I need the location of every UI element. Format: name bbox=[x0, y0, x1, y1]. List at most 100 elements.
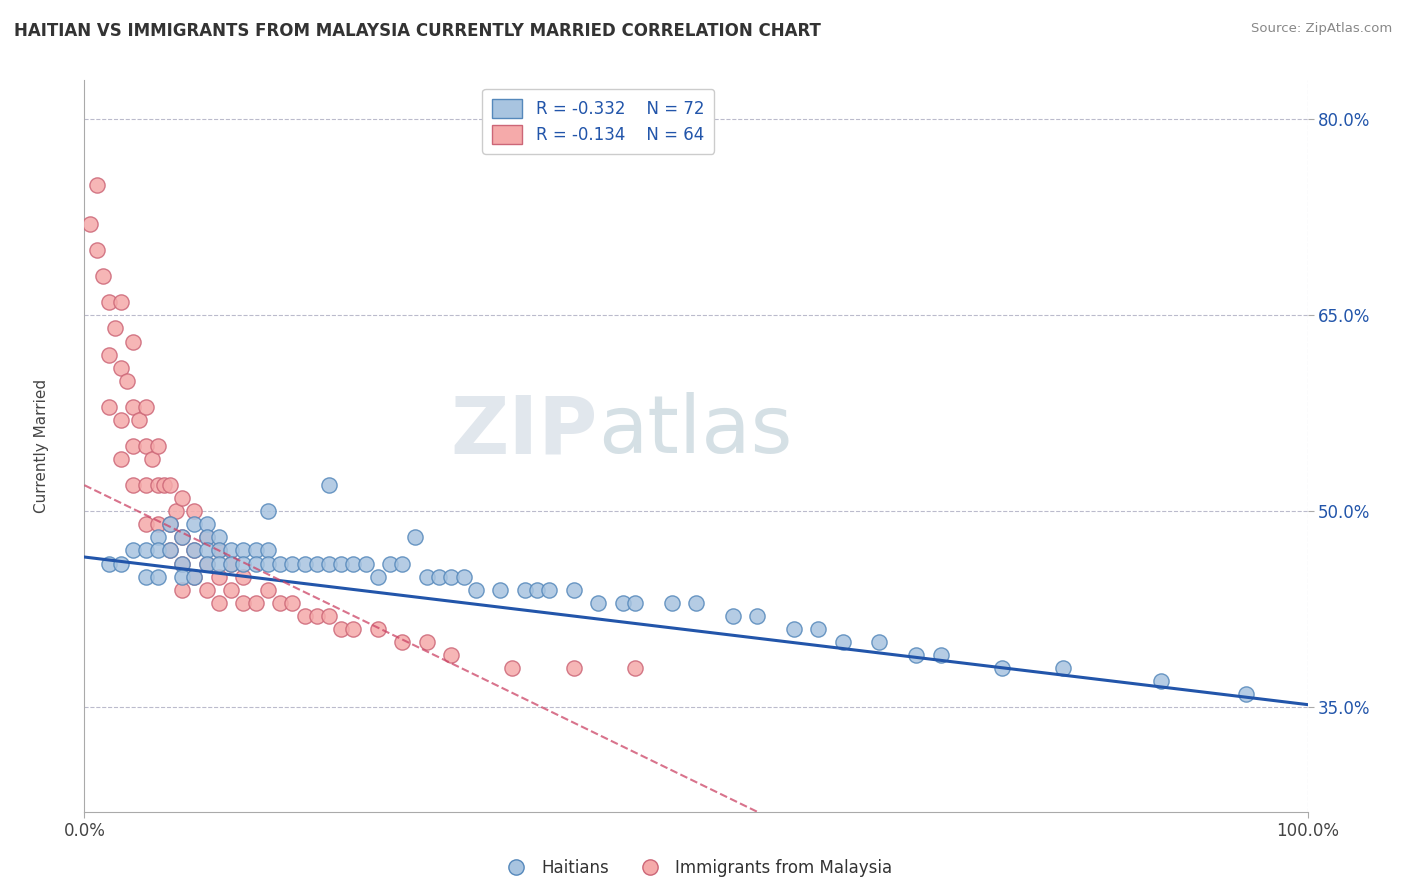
Point bbox=[122, 400, 145, 414]
Point bbox=[416, 569, 439, 583]
Point bbox=[208, 596, 231, 610]
Point bbox=[195, 517, 218, 532]
Point bbox=[269, 596, 291, 610]
Point bbox=[294, 608, 316, 623]
Point bbox=[195, 543, 218, 558]
Point bbox=[245, 543, 267, 558]
Point bbox=[562, 661, 585, 675]
Point bbox=[110, 557, 132, 571]
Point bbox=[513, 582, 536, 597]
Point bbox=[404, 530, 426, 544]
Point bbox=[562, 582, 585, 597]
Text: Source: ZipAtlas.com: Source: ZipAtlas.com bbox=[1251, 22, 1392, 36]
Point bbox=[1150, 674, 1173, 689]
Point bbox=[219, 557, 242, 571]
Point bbox=[990, 661, 1012, 675]
Point bbox=[245, 596, 267, 610]
Point bbox=[721, 608, 744, 623]
Point bbox=[86, 243, 108, 257]
Point bbox=[257, 582, 280, 597]
Point bbox=[183, 517, 205, 532]
Point bbox=[281, 557, 304, 571]
Point bbox=[440, 648, 463, 662]
Point bbox=[135, 400, 157, 414]
Point bbox=[440, 569, 463, 583]
Point bbox=[97, 557, 120, 571]
Point bbox=[159, 517, 181, 532]
Point bbox=[146, 569, 169, 583]
Point bbox=[245, 557, 267, 571]
Point bbox=[538, 582, 561, 597]
Point bbox=[294, 557, 316, 571]
Point bbox=[232, 557, 254, 571]
Point bbox=[195, 530, 218, 544]
Point bbox=[464, 582, 486, 597]
Point bbox=[526, 582, 548, 597]
Point bbox=[110, 452, 132, 467]
Point bbox=[624, 596, 647, 610]
Point bbox=[159, 478, 181, 492]
Point bbox=[122, 543, 145, 558]
Point bbox=[115, 374, 138, 388]
Point bbox=[110, 413, 132, 427]
Point bbox=[195, 530, 218, 544]
Text: Currently Married: Currently Married bbox=[34, 379, 49, 513]
Point bbox=[305, 557, 328, 571]
Point bbox=[146, 543, 169, 558]
Point bbox=[869, 635, 891, 649]
Point bbox=[91, 269, 114, 284]
Point bbox=[208, 557, 231, 571]
Point bbox=[367, 569, 389, 583]
Point bbox=[391, 557, 413, 571]
Point bbox=[172, 491, 194, 506]
Point bbox=[183, 504, 205, 518]
Point bbox=[929, 648, 952, 662]
Point bbox=[219, 582, 242, 597]
Point bbox=[783, 622, 806, 636]
Point bbox=[122, 478, 145, 492]
Point bbox=[183, 543, 205, 558]
Point bbox=[79, 217, 101, 231]
Point bbox=[208, 543, 231, 558]
Point bbox=[159, 543, 181, 558]
Point bbox=[159, 517, 181, 532]
Point bbox=[165, 504, 187, 518]
Point bbox=[110, 295, 132, 310]
Point bbox=[416, 635, 439, 649]
Point bbox=[172, 530, 194, 544]
Point bbox=[159, 543, 181, 558]
Point bbox=[232, 569, 254, 583]
Point bbox=[183, 543, 205, 558]
Point bbox=[453, 569, 475, 583]
Point bbox=[342, 557, 364, 571]
Point bbox=[183, 569, 205, 583]
Point bbox=[269, 557, 291, 571]
Point bbox=[135, 517, 157, 532]
Point bbox=[367, 622, 389, 636]
Point bbox=[1052, 661, 1074, 675]
Point bbox=[905, 648, 928, 662]
Point bbox=[208, 530, 231, 544]
Point bbox=[86, 178, 108, 192]
Point bbox=[219, 543, 242, 558]
Point bbox=[219, 557, 242, 571]
Point bbox=[232, 543, 254, 558]
Point bbox=[257, 543, 280, 558]
Point bbox=[172, 569, 194, 583]
Point bbox=[146, 439, 169, 453]
Point bbox=[305, 608, 328, 623]
Point bbox=[807, 622, 830, 636]
Point bbox=[318, 608, 340, 623]
Text: atlas: atlas bbox=[598, 392, 793, 470]
Point bbox=[172, 582, 194, 597]
Point bbox=[586, 596, 609, 610]
Point bbox=[501, 661, 523, 675]
Point bbox=[257, 504, 280, 518]
Point bbox=[195, 557, 218, 571]
Point bbox=[661, 596, 683, 610]
Point bbox=[1234, 687, 1257, 701]
Point bbox=[172, 530, 194, 544]
Point bbox=[257, 557, 280, 571]
Point bbox=[612, 596, 634, 610]
Point bbox=[122, 439, 145, 453]
